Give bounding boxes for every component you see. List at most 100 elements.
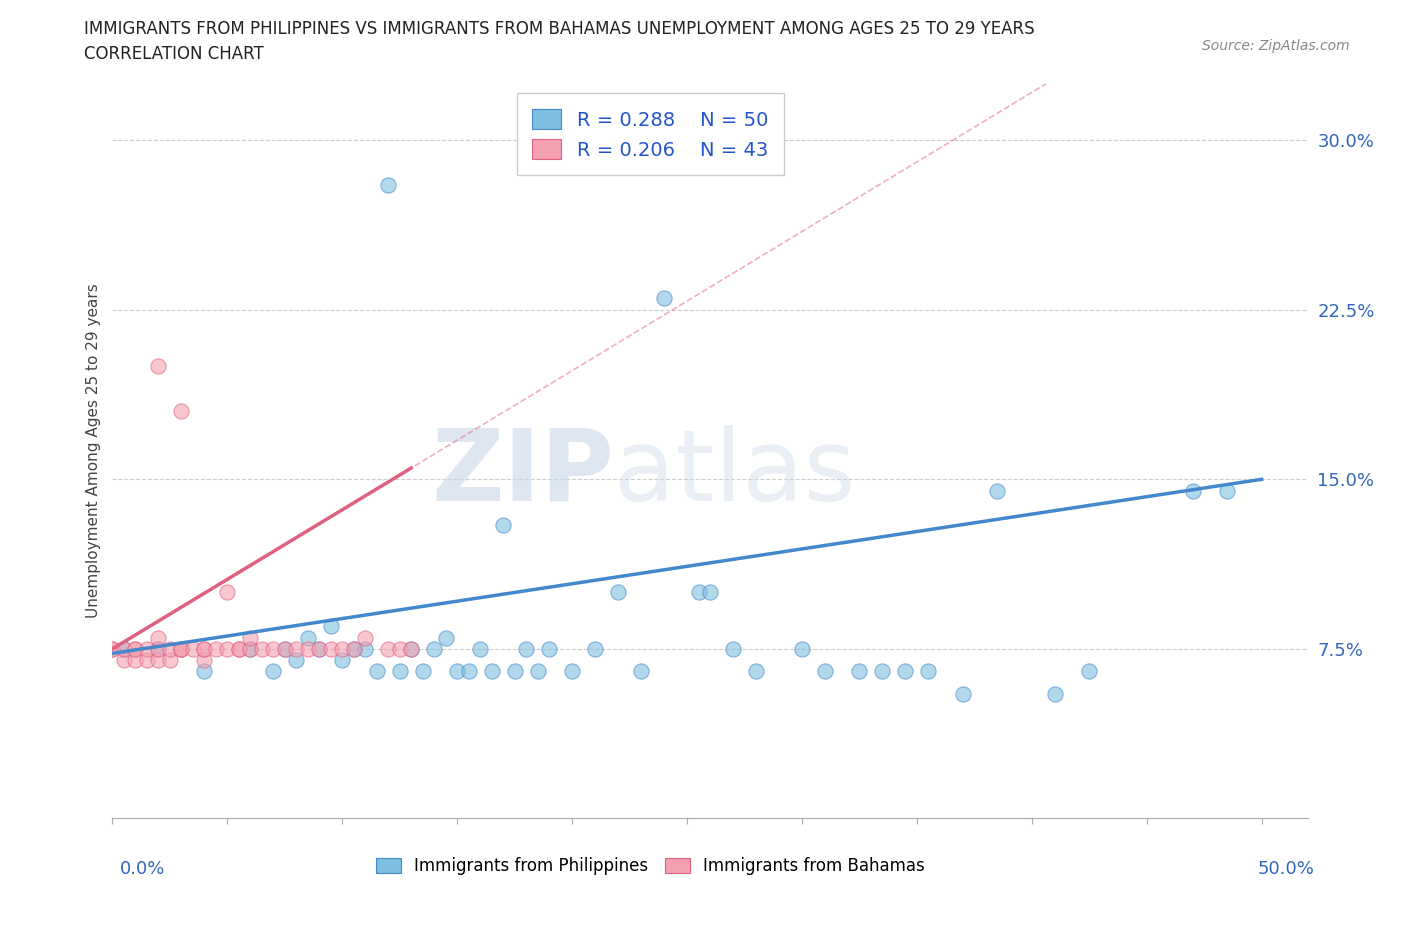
Point: [193, 664, 215, 679]
Point: [228, 642, 250, 657]
Point: [297, 642, 319, 657]
Point: [228, 642, 250, 657]
Point: [239, 642, 262, 657]
Point: [285, 642, 308, 657]
Point: [354, 631, 377, 645]
Point: [412, 664, 434, 679]
Point: [872, 664, 894, 679]
Point: [193, 642, 215, 657]
Point: [583, 642, 606, 657]
Point: [101, 642, 124, 657]
Point: [319, 642, 342, 657]
Point: [148, 631, 170, 645]
Point: [262, 664, 284, 679]
Point: [308, 642, 330, 657]
Point: [159, 653, 181, 668]
Point: [848, 664, 870, 679]
Point: [790, 642, 813, 657]
Point: [561, 664, 583, 679]
Point: [721, 642, 744, 657]
Text: Source: ZipAtlas.com: Source: ZipAtlas.com: [1202, 39, 1350, 53]
Point: [308, 642, 330, 657]
Point: [814, 664, 837, 679]
Point: [217, 642, 239, 657]
Point: [148, 642, 170, 657]
Point: [170, 404, 193, 418]
Text: atlas: atlas: [614, 425, 856, 522]
Point: [354, 642, 377, 657]
Point: [388, 664, 411, 679]
Point: [181, 642, 204, 657]
Point: [136, 653, 159, 668]
Point: [515, 642, 537, 657]
Point: [423, 642, 446, 657]
Point: [101, 642, 124, 657]
Point: [112, 642, 135, 657]
Point: [503, 664, 526, 679]
Point: [330, 653, 353, 668]
Point: [630, 664, 652, 679]
Point: [274, 642, 297, 657]
Point: [170, 642, 193, 657]
Point: [124, 653, 146, 668]
Point: [745, 664, 768, 679]
Point: [262, 642, 284, 657]
Point: [986, 484, 1008, 498]
Point: [699, 585, 721, 600]
Point: [366, 664, 388, 679]
Point: [470, 642, 492, 657]
Text: 50.0%: 50.0%: [1258, 860, 1315, 878]
Point: [239, 642, 262, 657]
Point: [688, 585, 710, 600]
Text: ZIP: ZIP: [432, 425, 614, 522]
Point: [481, 664, 503, 679]
Text: IMMIGRANTS FROM PHILIPPINES VS IMMIGRANTS FROM BAHAMAS UNEMPLOYMENT AMONG AGES 2: IMMIGRANTS FROM PHILIPPINES VS IMMIGRANT…: [84, 20, 1035, 38]
Point: [193, 653, 215, 668]
Point: [1078, 664, 1101, 679]
Point: [401, 642, 423, 657]
Point: [894, 664, 917, 679]
Point: [526, 664, 548, 679]
Point: [148, 653, 170, 668]
Point: [538, 642, 561, 657]
Point: [170, 642, 193, 657]
Point: [343, 642, 366, 657]
Point: [492, 517, 515, 532]
Point: [159, 642, 181, 657]
Point: [112, 642, 135, 657]
Point: [434, 631, 457, 645]
Point: [607, 585, 630, 600]
Point: [343, 642, 366, 657]
Point: [1216, 484, 1239, 498]
Point: [205, 642, 228, 657]
Point: [377, 642, 399, 657]
Point: [319, 618, 342, 633]
Point: [136, 642, 159, 657]
Point: [148, 642, 170, 657]
Point: [124, 642, 146, 657]
Text: CORRELATION CHART: CORRELATION CHART: [84, 45, 264, 62]
Point: [330, 642, 353, 657]
Point: [446, 664, 468, 679]
Point: [652, 291, 675, 306]
Point: [239, 631, 262, 645]
Point: [952, 686, 974, 701]
Point: [274, 642, 297, 657]
Point: [112, 653, 135, 668]
Point: [401, 642, 423, 657]
Point: [388, 642, 411, 657]
Point: [297, 631, 319, 645]
Point: [217, 585, 239, 600]
Point: [148, 359, 170, 374]
Point: [193, 642, 215, 657]
Point: [457, 664, 479, 679]
Legend: R = 0.288    N = 50, R = 0.206    N = 43: R = 0.288 N = 50, R = 0.206 N = 43: [516, 93, 785, 176]
Point: [1181, 484, 1204, 498]
Point: [170, 642, 193, 657]
Point: [1043, 686, 1066, 701]
Point: [917, 664, 939, 679]
Point: [124, 642, 146, 657]
Y-axis label: Unemployment Among Ages 25 to 29 years: Unemployment Among Ages 25 to 29 years: [86, 284, 101, 618]
Point: [285, 653, 308, 668]
Point: [250, 642, 273, 657]
